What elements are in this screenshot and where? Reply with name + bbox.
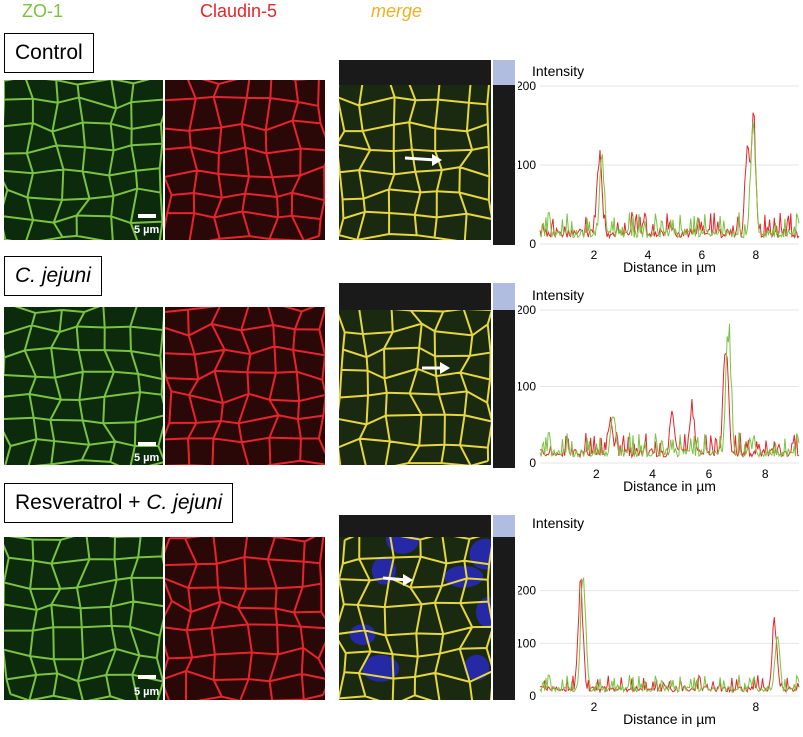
merge-ortho-corner [493,515,515,537]
scale-bar-label: 5 µm [134,224,160,236]
row-label-italic: C. jejuni [15,264,91,287]
x-tick-label: 2 [593,467,600,481]
scale-bar-label: 5 µm [134,452,160,464]
y-tick-label: 0 [529,237,536,251]
row-label-text: Control [15,41,83,64]
header-claudin5: Claudin-5 [200,1,278,21]
x-tick-label: 2 [591,700,598,714]
y-tick-label: 200 [518,584,536,598]
merge-micrograph [339,537,491,700]
y-tick-label: 0 [529,689,536,703]
zo1-micrograph [4,307,163,465]
y-tick-label: 100 [518,636,536,650]
intensity-plot-resveratrol: Intensity 0 100 200 2 8 Distance in µm [516,512,803,737]
scale-bar [138,675,156,679]
series-line-green [539,122,800,239]
series-line-red [539,112,800,240]
merge-micrograph [339,80,491,240]
x-tick-label: 8 [752,248,759,262]
x-tick-label: 4 [649,467,656,481]
claudin5-micrograph [165,307,325,465]
x-tick-label: 2 [591,248,598,262]
x-axis-label: Distance in µm [623,259,716,275]
row-label-cjejuni: C. jejuni [4,256,102,296]
y-tick-label: 200 [518,79,536,93]
intensity-plot-control: Intensity 0 100 200 2 4 6 8 Distance in µm [516,60,803,285]
row-label-resveratrol: Resveratrol + C. jejuni [4,483,234,523]
y-tick-label: 100 [518,380,536,394]
intensity-plot-cjejuni: Intensity 0 100 200 2 4 6 8 Distance in µm [516,284,803,504]
zo1-micrograph [4,80,163,240]
x-tick-label: 6 [706,467,713,481]
zo1-micrograph [4,537,163,700]
merge-ortho-corner [493,283,515,310]
x-tick-label: 6 [699,248,706,262]
header-merge: merge [371,1,423,21]
header-zo1: ZO-1 [22,1,64,21]
claudin5-micrograph [165,80,325,240]
series-line-green [539,323,800,459]
y-axis-label: Intensity [532,63,584,79]
row-label-italic: C. jejuni [146,491,223,514]
row-label-control: Control [4,33,94,73]
merge-ortho-right-strip [493,537,515,700]
merge-micrograph [339,307,491,465]
series-line-green [539,577,800,694]
y-axis-label: Intensity [532,515,584,531]
y-tick-label: 0 [529,456,536,470]
row-label-text: Resveratrol + [15,491,147,514]
x-axis-label: Distance in µm [623,711,716,727]
scale-bar [138,442,156,446]
merge-ortho-right-strip [493,85,515,245]
series-line-red [539,578,800,694]
x-axis-label: Distance in µm [623,478,716,494]
x-tick-label: 8 [762,467,769,481]
x-tick-label: 4 [645,248,652,262]
merge-ortho-right-strip [493,310,515,468]
claudin5-micrograph [165,537,325,700]
y-tick-label: 100 [518,158,536,172]
merge-ortho-top-strip [339,515,491,537]
x-tick-label: 8 [752,700,759,714]
y-tick-label: 200 [518,303,536,317]
series-line-red [540,352,800,459]
merge-ortho-corner [493,60,515,85]
scale-bar [138,214,156,218]
merge-ortho-top-strip [339,283,491,310]
scale-bar-label: 5 µm [134,686,160,698]
merge-ortho-top-strip [339,60,491,85]
y-axis-label: Intensity [532,287,584,303]
